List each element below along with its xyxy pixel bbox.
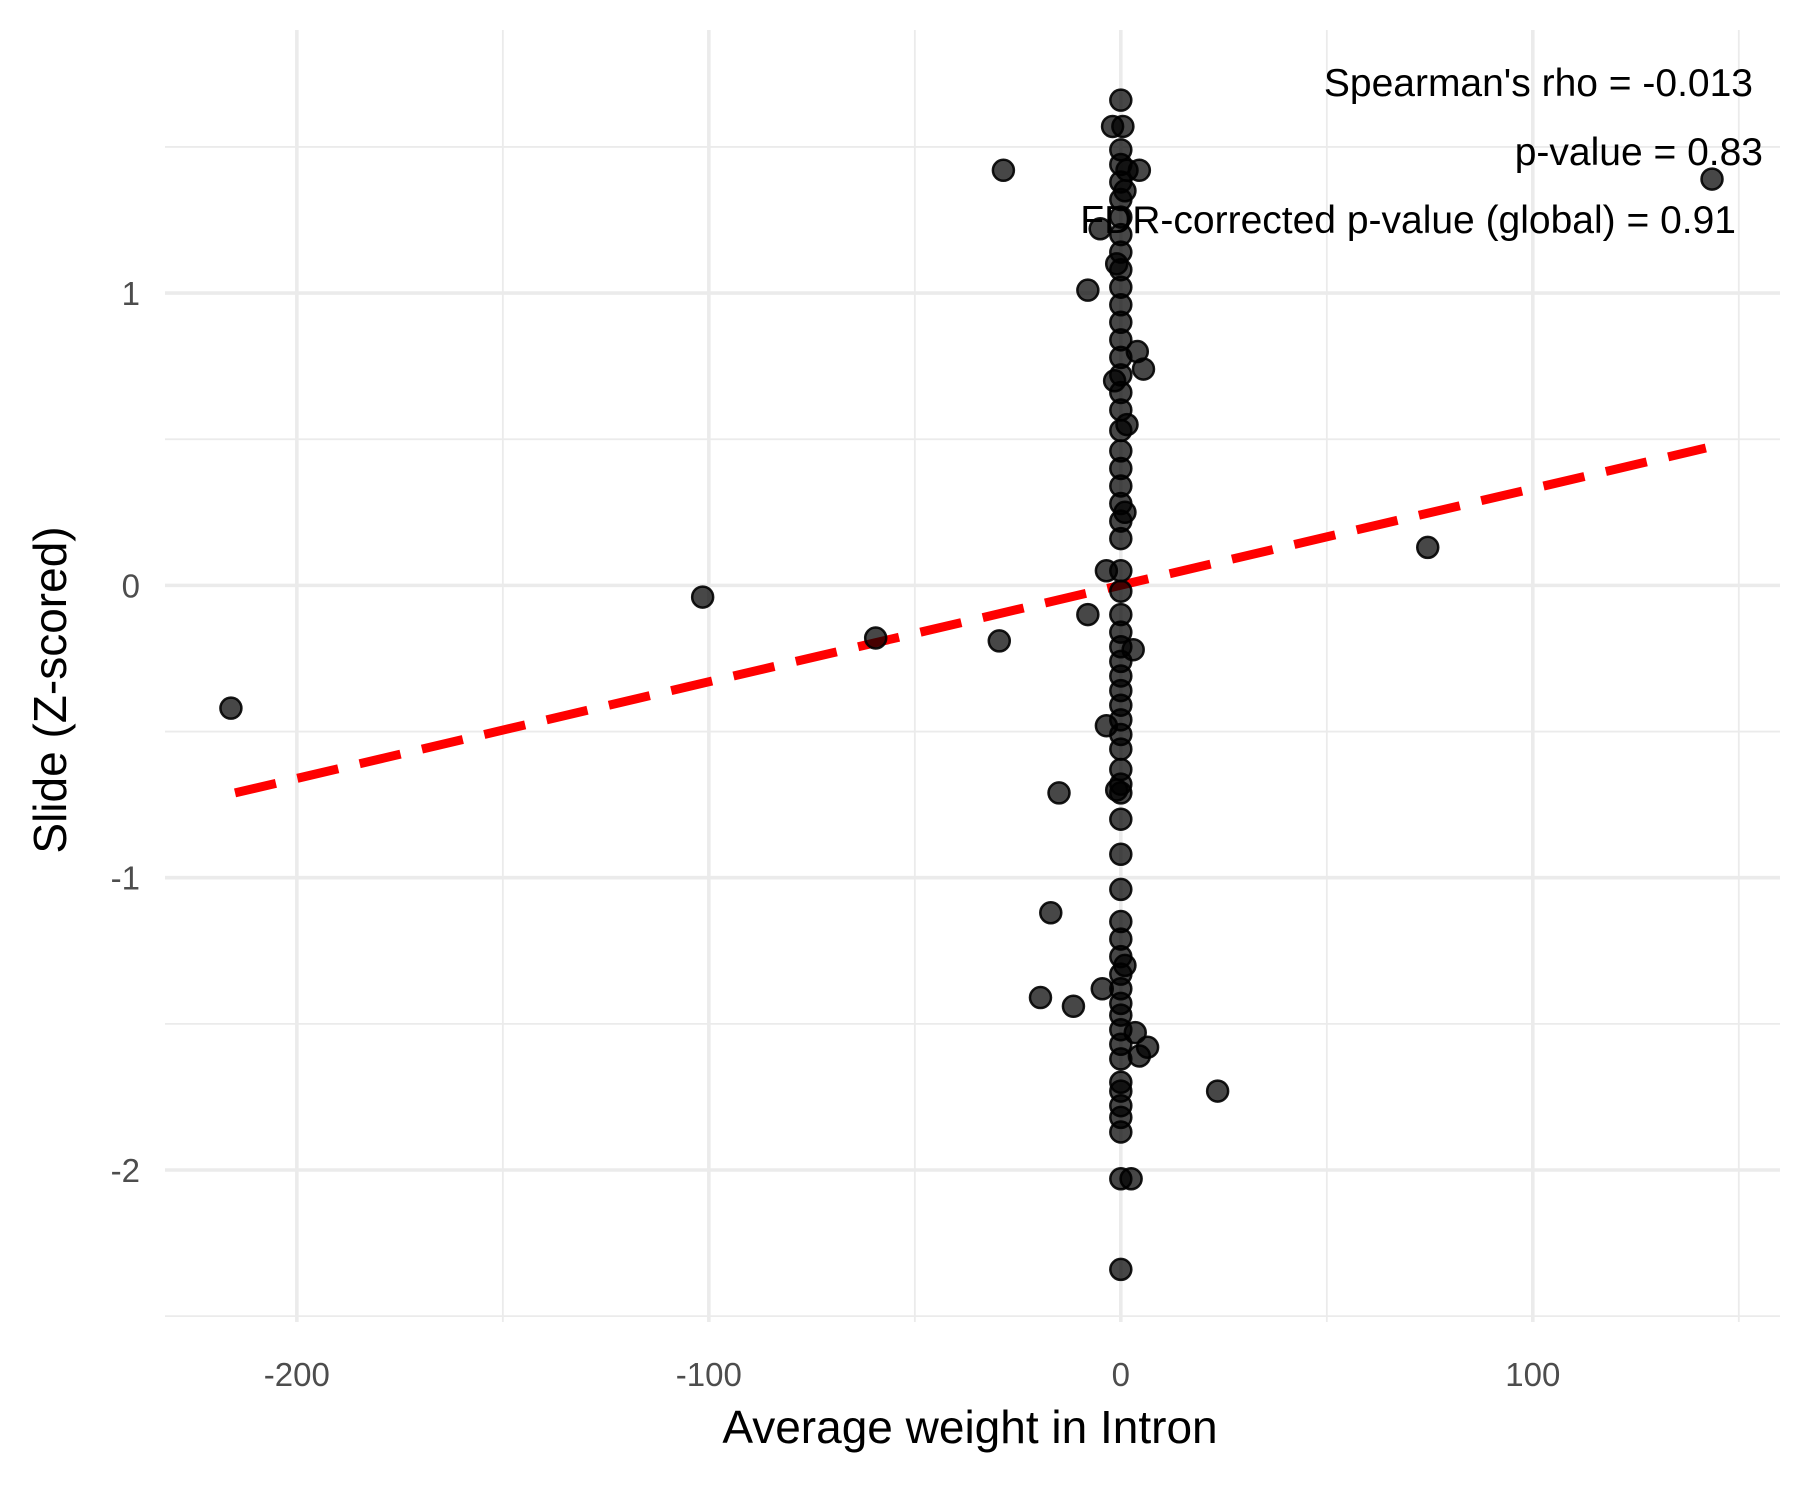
stat-annotation: p-value = 0.83 [1515,131,1763,174]
data-point [1110,139,1131,160]
y-tick-label: -1 [111,860,140,897]
x-axis-title: Average weight in Intron [722,1401,1217,1453]
stat-annotation: FDR-corrected p-value (global) = 0.91 [1080,199,1736,242]
data-point [1114,955,1135,976]
data-point [1110,90,1131,111]
data-point [1110,844,1131,865]
data-point [1106,780,1127,801]
data-point [1110,911,1131,932]
y-tick-label: 0 [122,567,140,604]
data-point [1133,359,1154,380]
data-point [1110,560,1131,581]
x-tick-label: -200 [264,1356,330,1393]
y-tick-label: -2 [111,1152,140,1189]
y-axis-title: Slide (Z-scored) [24,526,76,853]
data-point [865,628,886,649]
data-point [692,587,713,608]
y-tick-labels: -2 -1 0 1 [111,275,140,1189]
x-tick-label: 0 [1112,1356,1130,1393]
data-point [1063,996,1084,1017]
x-tick-label: 100 [1505,1356,1560,1393]
data-point [1116,414,1137,435]
x-tick-label: -100 [676,1356,742,1393]
data-point [1207,1081,1228,1102]
data-point [1110,1259,1131,1280]
data-point [1110,1072,1131,1093]
data-point [1104,370,1125,391]
data-point [1040,902,1061,923]
annotations: Spearman's rho = -0.013 p-value = 0.83 FDR… [1080,62,1763,242]
data-point [1049,782,1070,803]
data-point [1114,502,1135,523]
data-point [1110,809,1131,830]
data-point [1417,537,1438,558]
data-point [993,160,1014,181]
stat-annotation: Spearman's rho = -0.013 [1324,62,1753,105]
data-point [1110,1168,1131,1189]
data-point [220,698,241,719]
data-point [1110,581,1131,602]
data-point [1077,604,1098,625]
data-point [1110,759,1131,780]
trend-line-layer [235,448,1706,793]
data-point [1110,440,1131,461]
x-tick-labels: -200 -100 0 100 [264,1356,1561,1393]
data-point [989,630,1010,651]
data-point [1106,253,1127,274]
data-point [1110,604,1131,625]
data-point [1110,879,1131,900]
y-tick-label: 1 [122,275,140,312]
data-point [1112,116,1133,137]
data-points [220,90,1722,1280]
trend-line [235,448,1706,793]
data-point [1077,280,1098,301]
data-point [1030,987,1051,1008]
